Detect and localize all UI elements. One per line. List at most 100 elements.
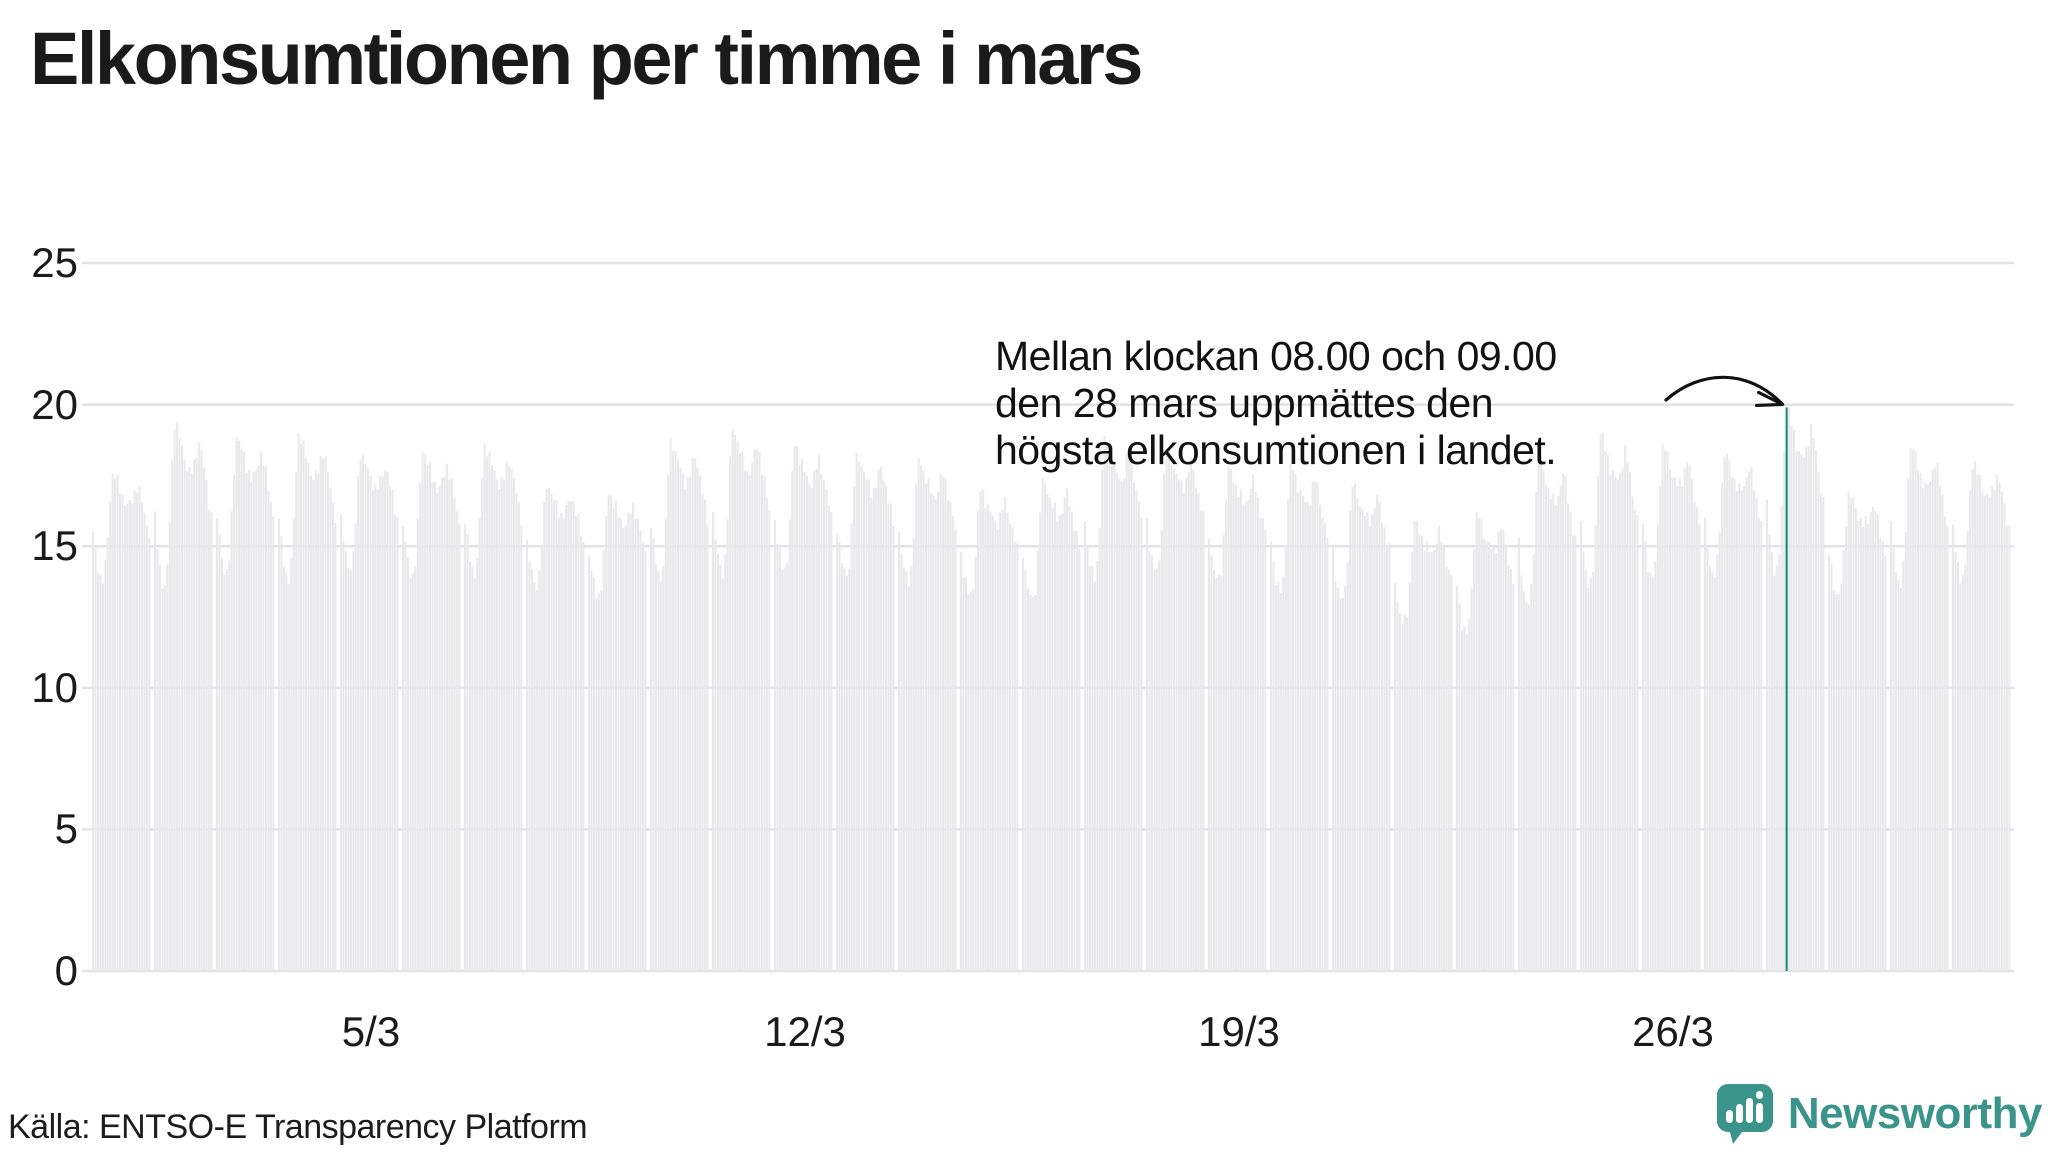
hour-bar xyxy=(342,541,345,971)
hour-bar xyxy=(1044,484,1047,971)
hour-bar xyxy=(1986,493,1989,971)
hour-bar xyxy=(1584,569,1587,971)
hour-bar xyxy=(898,531,901,971)
hour-bar xyxy=(1688,465,1691,971)
hour-bar xyxy=(1745,476,1748,971)
hour-bar xyxy=(1495,553,1498,971)
hour-bar xyxy=(1202,510,1205,971)
hour-bar xyxy=(171,460,174,971)
hour-bar xyxy=(163,585,166,971)
hour-bar xyxy=(391,489,394,971)
hour-bar xyxy=(520,525,523,971)
hour-bar xyxy=(426,465,429,971)
hour-bar xyxy=(778,548,781,971)
hour-bar xyxy=(498,489,501,971)
hour-bar xyxy=(106,537,109,971)
hour-bar xyxy=(632,502,635,971)
hour-bar xyxy=(1681,486,1684,971)
hour-bar xyxy=(1946,526,1949,971)
hour-bar xyxy=(999,512,1002,971)
hour-bar xyxy=(1078,548,1081,971)
hour-bar xyxy=(389,486,392,971)
hour-bar xyxy=(756,449,759,971)
hour-bar xyxy=(917,458,920,971)
hour-bar xyxy=(617,517,620,971)
hour-bar xyxy=(1854,508,1857,971)
hour-bar xyxy=(123,505,126,971)
hour-bar xyxy=(714,539,717,971)
hour-bar xyxy=(409,578,412,971)
hour-bar xyxy=(1530,584,1533,971)
hour-bar xyxy=(667,475,670,971)
hour-bar xyxy=(1217,574,1220,971)
hour-bar xyxy=(1120,481,1123,971)
hour-bar xyxy=(2003,503,2006,971)
hour-bar xyxy=(262,465,265,971)
hour-bar xyxy=(1292,470,1295,971)
hour-bar xyxy=(875,487,878,971)
hour-bar xyxy=(1864,515,1867,971)
hour-bar xyxy=(810,487,813,971)
hour-bar xyxy=(1230,468,1233,971)
hour-bar xyxy=(865,479,868,971)
hour-bar xyxy=(327,472,330,971)
hour-bar xyxy=(364,464,367,971)
hour-bar xyxy=(872,488,875,971)
hour-bar xyxy=(1234,484,1237,971)
hour-bar xyxy=(1304,502,1307,971)
hour-bar xyxy=(1187,471,1190,971)
hour-bar xyxy=(982,489,985,971)
hour-bar xyxy=(1475,512,1478,971)
hour-bar xyxy=(1976,474,1979,971)
hour-bar xyxy=(1859,517,1862,971)
hour-bar xyxy=(1341,597,1344,971)
hour-bar xyxy=(996,529,999,971)
hour-bar xyxy=(1807,446,1810,971)
hour-bar xyxy=(1416,520,1419,971)
hour-bar xyxy=(1289,464,1292,971)
hour-bar xyxy=(94,548,97,971)
hour-bar xyxy=(1728,460,1731,971)
hour-bar xyxy=(1500,528,1503,971)
hour-bar xyxy=(781,569,784,971)
hour-bar xyxy=(1654,561,1657,971)
hour-bar xyxy=(1435,543,1438,971)
hour-bar xyxy=(577,514,580,971)
hour-bar xyxy=(1294,473,1297,971)
hour-bar xyxy=(1939,485,1942,971)
hour-bar xyxy=(1783,451,1786,971)
hour-bar xyxy=(588,555,591,971)
hour-bar xyxy=(701,493,704,971)
hour-bar xyxy=(1053,502,1056,971)
hour-bar xyxy=(1208,539,1211,971)
hour-bar xyxy=(344,550,347,971)
hour-bar xyxy=(424,454,427,971)
hour-bar xyxy=(1447,570,1450,971)
hour-bar xyxy=(1438,525,1441,971)
x-axis-tick-label: 12/3 xyxy=(764,1008,846,1055)
hour-bar xyxy=(808,484,811,971)
hour-bar xyxy=(1344,586,1347,971)
hour-bar xyxy=(1101,470,1104,971)
hour-bar xyxy=(974,556,977,971)
hour-bar xyxy=(1013,542,1016,971)
hour-bar xyxy=(393,514,396,971)
hour-bar xyxy=(686,477,689,971)
hour-bar xyxy=(1135,490,1138,971)
hour-bar xyxy=(267,491,270,971)
hour-bar xyxy=(1244,501,1247,971)
hour-bar xyxy=(1919,473,1922,971)
hour-bar xyxy=(483,444,486,971)
hour-bar xyxy=(371,490,374,971)
hour-bar xyxy=(1691,478,1694,971)
hour-bar xyxy=(515,493,518,971)
hour-bar xyxy=(694,458,697,971)
hour-bar xyxy=(607,495,610,971)
hour-bar xyxy=(1487,542,1490,971)
hour-bar xyxy=(989,511,992,971)
hour-bar xyxy=(1936,462,1939,971)
hour-bar xyxy=(1966,530,1969,971)
hour-bar xyxy=(1956,561,1959,971)
hour-bar xyxy=(1768,534,1771,971)
hour-bar xyxy=(402,526,405,971)
